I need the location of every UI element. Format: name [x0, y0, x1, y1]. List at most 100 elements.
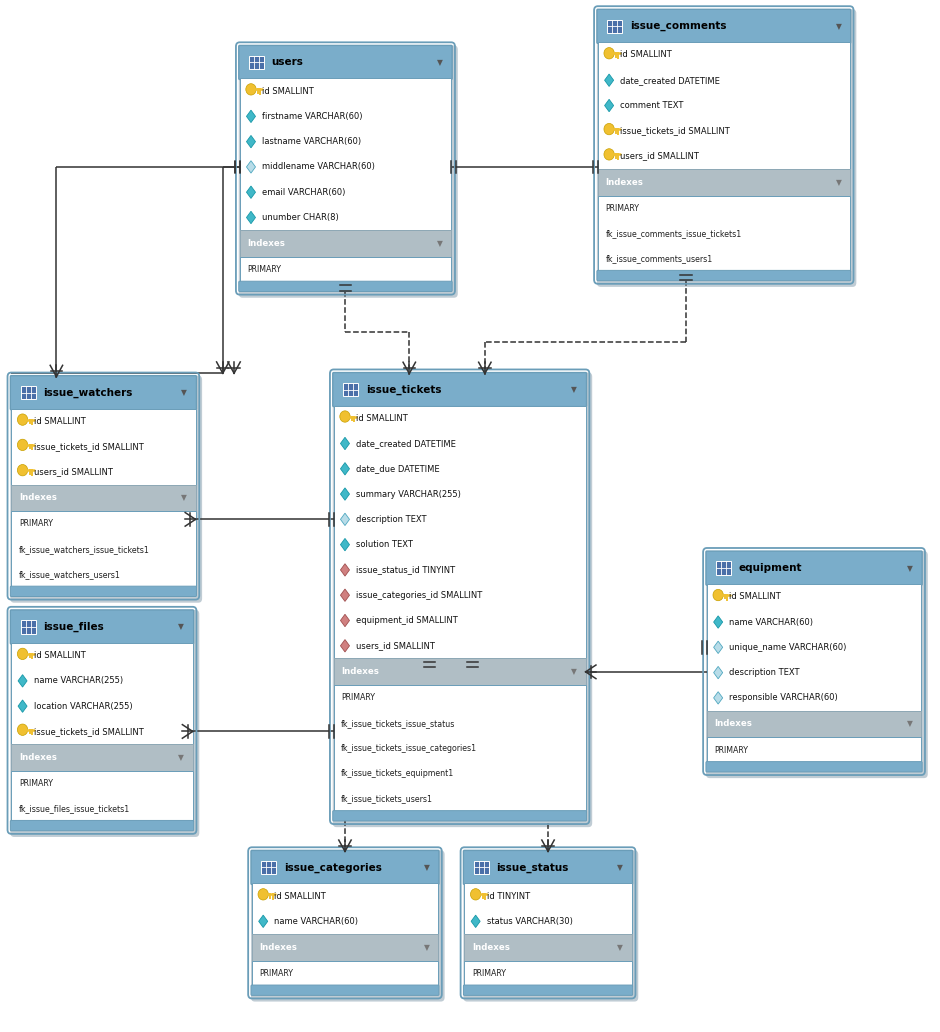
FancyBboxPatch shape [10, 376, 196, 410]
Text: comment TEXT: comment TEXT [620, 101, 683, 110]
Bar [334, 406, 586, 658]
Text: id SMALLINT: id SMALLINT [356, 414, 408, 423]
Bar [707, 737, 921, 763]
Text: PRIMARY: PRIMARY [341, 694, 375, 703]
Text: Indexes: Indexes [247, 239, 285, 248]
Bar [11, 485, 196, 512]
Polygon shape [340, 614, 350, 626]
FancyBboxPatch shape [597, 270, 851, 281]
Polygon shape [246, 135, 256, 148]
Text: date_created DATETIME: date_created DATETIME [620, 75, 720, 85]
Polygon shape [604, 99, 614, 111]
Text: fk_issue_tickets_issue_status: fk_issue_tickets_issue_status [341, 718, 456, 728]
Polygon shape [18, 700, 27, 712]
Circle shape [604, 124, 615, 135]
Text: firstname VARCHAR(60): firstname VARCHAR(60) [262, 111, 363, 121]
Text: fk_issue_watchers_issue_tickets1: fk_issue_watchers_issue_tickets1 [19, 545, 149, 554]
Text: id SMALLINT: id SMALLINT [620, 51, 672, 60]
Text: ▼: ▼ [181, 493, 187, 503]
Text: id SMALLINT: id SMALLINT [34, 417, 86, 426]
FancyBboxPatch shape [706, 762, 922, 772]
Bar [11, 744, 193, 771]
Text: location VARCHAR(255): location VARCHAR(255) [34, 702, 133, 711]
Text: ▼: ▼ [907, 719, 913, 729]
Circle shape [246, 84, 256, 95]
Polygon shape [604, 74, 614, 87]
FancyBboxPatch shape [239, 45, 458, 298]
Bar [240, 78, 451, 230]
Text: email VARCHAR(60): email VARCHAR(60) [262, 188, 346, 197]
Text: ▼: ▼ [179, 753, 184, 762]
FancyBboxPatch shape [10, 610, 199, 837]
Text: ▼: ▼ [181, 388, 187, 397]
Text: id TINYINT: id TINYINT [487, 892, 530, 901]
Text: unumber CHAR(8): unumber CHAR(8) [262, 213, 339, 222]
Bar [607, 20, 622, 33]
Circle shape [470, 889, 481, 900]
FancyBboxPatch shape [706, 551, 922, 585]
Text: users: users [272, 58, 304, 67]
Text: ▼: ▼ [424, 943, 430, 952]
FancyBboxPatch shape [333, 373, 587, 407]
Polygon shape [340, 539, 350, 551]
Polygon shape [713, 691, 723, 704]
Text: ▼: ▼ [618, 863, 623, 872]
Circle shape [18, 464, 28, 476]
FancyBboxPatch shape [251, 850, 439, 884]
FancyBboxPatch shape [10, 586, 196, 596]
Text: PRIMARY: PRIMARY [247, 265, 281, 275]
Text: date_due DATETIME: date_due DATETIME [356, 464, 440, 474]
Text: name VARCHAR(255): name VARCHAR(255) [34, 676, 123, 685]
FancyBboxPatch shape [10, 610, 194, 644]
Bar [11, 409, 196, 485]
Text: lastname VARCHAR(60): lastname VARCHAR(60) [262, 137, 361, 147]
Circle shape [18, 648, 28, 659]
Bar [474, 861, 489, 874]
Polygon shape [340, 563, 350, 576]
Text: issue_watchers: issue_watchers [43, 388, 133, 397]
Text: ▼: ▼ [572, 385, 577, 394]
Bar [21, 386, 36, 399]
Text: Indexes: Indexes [605, 178, 643, 187]
FancyBboxPatch shape [10, 820, 194, 831]
FancyBboxPatch shape [463, 985, 633, 995]
Bar [464, 934, 632, 961]
Circle shape [604, 47, 615, 59]
Text: users_id SMALLINT: users_id SMALLINT [620, 152, 699, 161]
Text: fk_issue_watchers_users1: fk_issue_watchers_users1 [19, 570, 120, 579]
Text: Indexes: Indexes [19, 753, 56, 762]
Polygon shape [340, 438, 350, 450]
Text: issue_status: issue_status [496, 863, 569, 872]
Text: fk_issue_comments_issue_tickets1: fk_issue_comments_issue_tickets1 [605, 229, 742, 238]
Circle shape [18, 724, 28, 736]
Text: PRIMARY: PRIMARY [19, 779, 53, 788]
Text: id SMALLINT: id SMALLINT [274, 892, 326, 901]
Bar [240, 257, 451, 283]
Text: Indexes: Indexes [472, 943, 509, 952]
Text: status VARCHAR(30): status VARCHAR(30) [487, 916, 572, 926]
FancyBboxPatch shape [251, 850, 445, 1001]
Polygon shape [713, 667, 723, 679]
Text: issue_files: issue_files [43, 622, 104, 632]
Polygon shape [340, 589, 350, 602]
FancyBboxPatch shape [706, 551, 928, 778]
Bar [11, 643, 193, 744]
Polygon shape [340, 488, 350, 501]
Text: solution TEXT: solution TEXT [356, 540, 414, 549]
Text: date_created DATETIME: date_created DATETIME [356, 439, 456, 448]
Text: ▼: ▼ [572, 668, 577, 676]
FancyBboxPatch shape [251, 985, 439, 995]
Text: users_id SMALLINT: users_id SMALLINT [34, 467, 113, 477]
Text: unique_name VARCHAR(60): unique_name VARCHAR(60) [729, 643, 847, 652]
Text: fk_issue_tickets_users1: fk_issue_tickets_users1 [341, 795, 433, 804]
Circle shape [713, 589, 724, 601]
Text: PRIMARY: PRIMARY [472, 969, 506, 978]
FancyBboxPatch shape [333, 373, 592, 828]
Bar [716, 561, 731, 575]
Polygon shape [340, 462, 350, 475]
Text: ▼: ▼ [437, 58, 443, 67]
Text: PRIMARY: PRIMARY [714, 745, 748, 754]
Text: fk_issue_tickets_issue_categories1: fk_issue_tickets_issue_categories1 [341, 744, 478, 753]
Text: issue_comments: issue_comments [630, 22, 727, 31]
Text: ▼: ▼ [618, 943, 623, 952]
